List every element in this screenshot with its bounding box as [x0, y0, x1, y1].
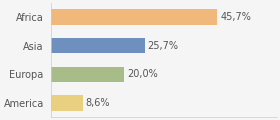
Bar: [51, 96, 83, 111]
Bar: [51, 9, 217, 24]
Text: 45,7%: 45,7%: [220, 12, 251, 22]
Bar: [51, 66, 124, 82]
Bar: [51, 38, 145, 54]
Text: 8,6%: 8,6%: [85, 98, 110, 108]
Text: 20,0%: 20,0%: [127, 69, 158, 79]
Text: 25,7%: 25,7%: [148, 41, 179, 51]
